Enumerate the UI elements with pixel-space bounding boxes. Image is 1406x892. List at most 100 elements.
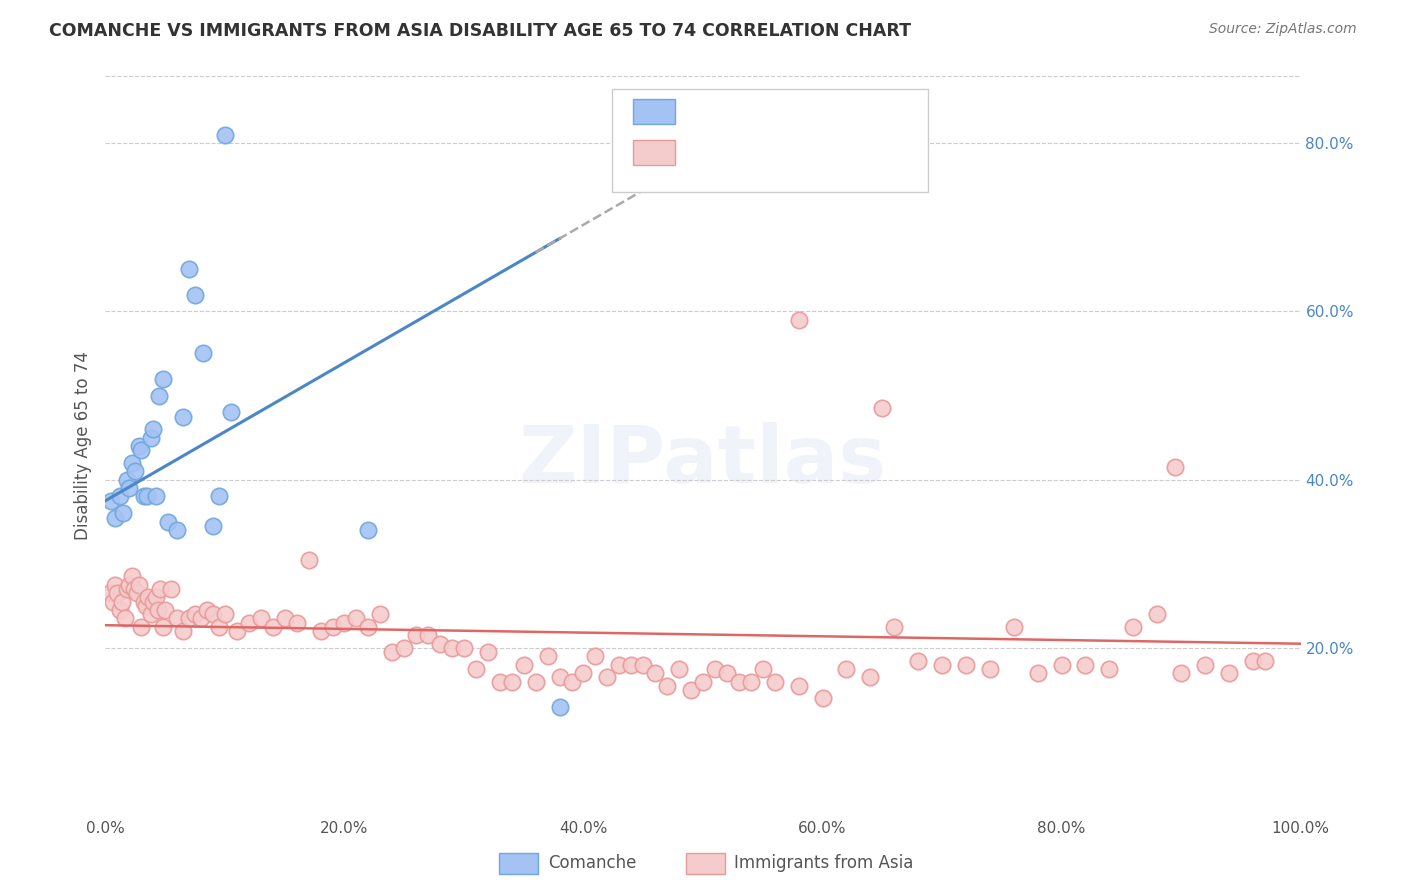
- Point: [1194, 657, 1216, 672]
- Point: [238, 615, 260, 630]
- Point: [368, 607, 391, 622]
- Point: [740, 674, 762, 689]
- Point: [166, 523, 188, 537]
- Point: [135, 599, 157, 613]
- Point: [620, 657, 643, 672]
- Point: [166, 611, 188, 625]
- Point: [125, 586, 148, 600]
- Text: ZIPatlas: ZIPatlas: [519, 422, 887, 500]
- Point: [115, 473, 138, 487]
- Point: [405, 628, 427, 642]
- Point: [883, 620, 905, 634]
- Point: [115, 582, 138, 596]
- Point: [128, 578, 150, 592]
- Point: [111, 594, 134, 608]
- Point: [177, 611, 201, 625]
- Point: [285, 615, 308, 630]
- Point: [955, 657, 977, 672]
- Point: [979, 662, 1001, 676]
- Point: [548, 699, 571, 714]
- Point: [139, 431, 162, 445]
- Point: [333, 615, 356, 630]
- Point: [704, 662, 727, 676]
- Point: [489, 674, 512, 689]
- Point: [607, 657, 630, 672]
- Point: [142, 594, 165, 608]
- Point: [668, 662, 690, 676]
- Point: [596, 670, 619, 684]
- Point: [298, 552, 321, 566]
- Point: [101, 594, 124, 608]
- Point: [121, 456, 143, 470]
- Text: 104: 104: [855, 144, 890, 161]
- Point: [214, 128, 236, 142]
- Point: [149, 582, 172, 596]
- Point: [692, 674, 714, 689]
- Point: [392, 640, 416, 655]
- Point: [152, 620, 174, 634]
- Point: [124, 464, 146, 478]
- Point: [128, 439, 150, 453]
- Point: [108, 490, 131, 504]
- Point: [309, 624, 332, 639]
- Point: [681, 683, 703, 698]
- Point: [560, 674, 583, 689]
- Point: [357, 523, 380, 537]
- Point: [429, 637, 451, 651]
- Point: [728, 674, 751, 689]
- Point: [633, 657, 655, 672]
- Point: [219, 405, 242, 419]
- Point: [104, 578, 127, 592]
- Point: [346, 611, 368, 625]
- Point: [121, 569, 143, 583]
- Point: [763, 674, 786, 689]
- Point: [1254, 654, 1277, 668]
- Point: [202, 519, 225, 533]
- Text: COMANCHE VS IMMIGRANTS FROM ASIA DISABILITY AGE 65 TO 74 CORRELATION CHART: COMANCHE VS IMMIGRANTS FROM ASIA DISABIL…: [49, 22, 911, 40]
- Text: 0.331: 0.331: [745, 103, 797, 120]
- Point: [156, 515, 179, 529]
- Point: [208, 490, 231, 504]
- Text: -0.047: -0.047: [738, 144, 797, 161]
- Text: Comanche: Comanche: [548, 855, 637, 872]
- Point: [118, 578, 141, 592]
- Point: [907, 654, 929, 668]
- Point: [250, 611, 273, 625]
- Point: [172, 409, 194, 424]
- Point: [548, 670, 571, 684]
- Point: [477, 645, 499, 659]
- Point: [1002, 620, 1025, 634]
- Point: [644, 666, 666, 681]
- Point: [1164, 460, 1187, 475]
- Point: [536, 649, 558, 664]
- Point: [1026, 666, 1049, 681]
- Point: [146, 603, 169, 617]
- Point: [142, 422, 165, 436]
- Point: [177, 262, 201, 277]
- Point: [585, 649, 607, 664]
- Point: [1122, 620, 1144, 634]
- Point: [195, 603, 218, 617]
- Point: [193, 346, 215, 360]
- Point: [273, 611, 295, 625]
- Point: [1241, 654, 1264, 668]
- Point: [184, 607, 207, 622]
- Point: [132, 594, 155, 608]
- Point: [524, 674, 547, 689]
- Point: [811, 691, 834, 706]
- Text: R =: R =: [686, 103, 717, 120]
- Point: [859, 670, 882, 684]
- Point: [129, 443, 153, 458]
- Point: [214, 607, 236, 622]
- Point: [751, 662, 773, 676]
- Point: [787, 679, 810, 693]
- Point: [931, 657, 953, 672]
- Point: [138, 591, 160, 605]
- Point: [835, 662, 858, 676]
- Point: [572, 666, 595, 681]
- Point: [501, 674, 523, 689]
- Point: [787, 313, 810, 327]
- Point: [190, 611, 212, 625]
- Point: [132, 490, 155, 504]
- Point: [202, 607, 225, 622]
